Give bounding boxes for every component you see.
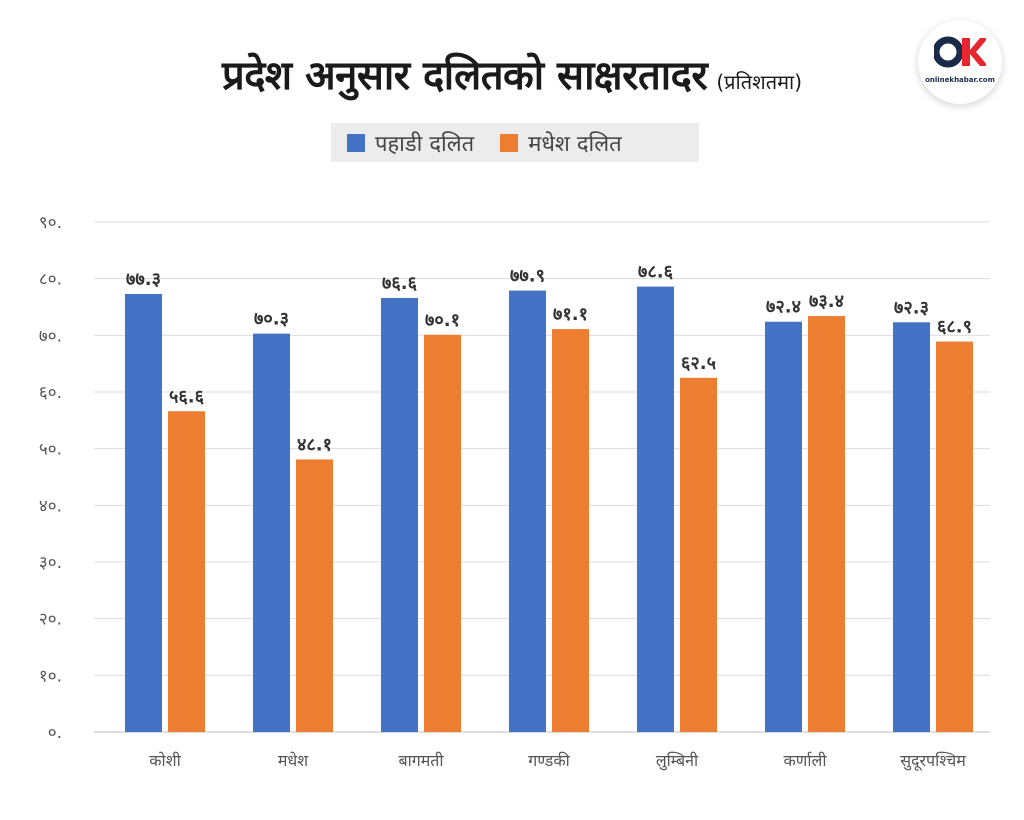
bar-madhesh xyxy=(552,329,589,732)
bar-hill xyxy=(509,290,546,732)
y-tick-label: ७०. xyxy=(39,326,62,346)
bar-hill xyxy=(893,322,930,732)
bar-madhesh xyxy=(808,316,845,732)
data-label: ७०.३ xyxy=(254,309,289,330)
y-tick-label: ४०. xyxy=(39,496,62,516)
y-tick-label: ८०. xyxy=(39,270,62,290)
bar-hill xyxy=(637,286,674,732)
legend-label-madhesh: मधेश दलित xyxy=(528,131,622,157)
legend-item-madhesh: मधेश दलित xyxy=(500,128,622,158)
logo-text: onlinekhabar.com xyxy=(925,76,995,84)
y-tick-label: ५०. xyxy=(39,440,62,460)
data-label: ७३.४ xyxy=(809,291,844,312)
x-tick-label: मधेश xyxy=(278,751,309,770)
y-tick-label: १०. xyxy=(39,666,62,686)
data-label: ७६.६ xyxy=(382,273,418,294)
x-tick-label: कर्णाली xyxy=(784,751,828,770)
data-label: ५६.६ xyxy=(169,386,205,407)
onlinekhabar-logo: onlinekhabar.com xyxy=(918,20,1002,104)
data-label: ७१.१ xyxy=(553,304,588,325)
bar-madhesh xyxy=(424,334,461,732)
legend-item-hill: पहाडी दलित xyxy=(347,128,474,158)
legend-swatch-madhesh xyxy=(500,133,519,152)
bar-hill xyxy=(381,297,418,732)
data-label: ७२.४ xyxy=(766,297,801,318)
x-tick-label: सुदूरपश्चिम xyxy=(900,751,966,771)
y-tick-label: २०. xyxy=(39,610,62,630)
bar-madhesh xyxy=(296,459,333,732)
chart-title-main: प्रदेश अनुसार दलितको साक्षरतादर xyxy=(221,53,708,99)
y-tick-label: ०. xyxy=(48,723,62,743)
bar-madhesh xyxy=(680,377,717,732)
legend-label-hill: पहाडी दलित xyxy=(375,131,475,157)
data-label: ७७.९ xyxy=(510,266,545,287)
y-tick-label: ९०. xyxy=(39,213,62,233)
data-label: ७८.६ xyxy=(638,262,674,283)
data-label: ४८.१ xyxy=(297,434,332,455)
chart-title: प्रदेश अनुसार दलितको साक्षरतादर (प्रतिशत… xyxy=(0,46,1024,101)
data-label: ६२.५ xyxy=(681,353,716,374)
data-label: ७०.१ xyxy=(425,310,460,331)
x-tick-label: लुम्बिनी xyxy=(656,751,699,771)
y-tick-label: ३०. xyxy=(39,553,62,573)
data-label: ६८.९ xyxy=(937,317,972,338)
chart-subtitle: (प्रतिशतमा) xyxy=(716,70,803,94)
legend-swatch-hill xyxy=(347,133,365,152)
x-tick-label: बागमती xyxy=(398,751,444,770)
data-label: ७२.३ xyxy=(894,297,929,318)
y-tick-label: ६०. xyxy=(39,383,62,403)
data-label: ७७.३ xyxy=(126,269,161,290)
bar-madhesh xyxy=(936,341,973,732)
bar-hill xyxy=(253,333,290,732)
bar-hill xyxy=(125,293,162,732)
ok-logo-icon xyxy=(934,36,986,68)
bar-hill xyxy=(765,321,802,732)
x-tick-label: कोशी xyxy=(149,751,181,770)
chart-legend: पहाडी दलित मधेश दलित xyxy=(331,123,699,162)
x-tick-label: गण्डकी xyxy=(528,751,570,770)
bar-madhesh xyxy=(168,411,205,732)
